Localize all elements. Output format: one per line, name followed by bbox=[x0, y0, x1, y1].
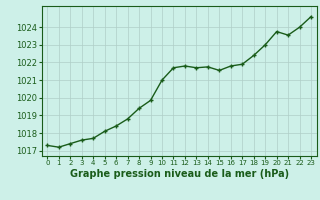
X-axis label: Graphe pression niveau de la mer (hPa): Graphe pression niveau de la mer (hPa) bbox=[70, 169, 289, 179]
